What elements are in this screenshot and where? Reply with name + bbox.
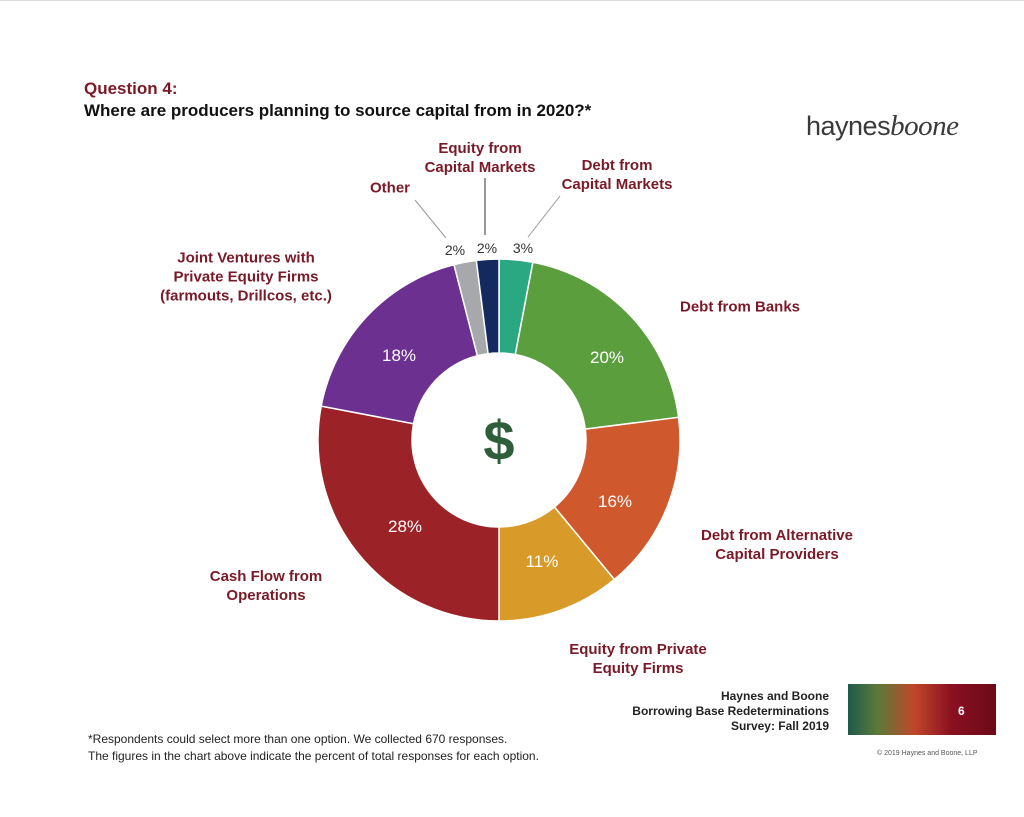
value-label: 16% (597, 492, 633, 511)
category-label: Joint Ventures with Private Equity Firms… (160, 249, 332, 305)
footer-text: Haynes and Boone Borrowing Base Redeterm… (632, 689, 829, 733)
donut-segment (475, 258, 500, 355)
copyright: © 2019 Haynes and Boone, LLP (877, 750, 978, 757)
category-label: Debt from Capital Markets (561, 157, 673, 193)
top-rule (0, 0, 1024, 1)
page-number: 6 (958, 704, 965, 718)
value-label: 2% (444, 242, 466, 258)
value-label: 11% (525, 552, 559, 571)
category-label: Equity from Private Equity Firms (569, 641, 707, 677)
value-label: 3% (512, 240, 534, 256)
leader-line (527, 195, 561, 238)
donut-segment (317, 405, 500, 622)
category-label: Cash Flow from Operations (209, 568, 323, 604)
value-label: 20% (589, 348, 625, 367)
footnote: *Respondents could select more than one … (88, 732, 539, 763)
category-label: Other (369, 179, 411, 197)
category-label: Debt from Alternative Capital Providers (701, 527, 853, 563)
value-label: 28% (387, 517, 423, 536)
leader-line (414, 199, 447, 239)
donut-segment (514, 261, 680, 430)
value-label: 2% (476, 240, 498, 256)
donut-segment (320, 263, 479, 425)
category-label: Equity from Capital Markets (424, 140, 536, 176)
donut-segment (553, 416, 681, 581)
category-label: Debt from Banks (679, 298, 801, 316)
footer-badge (848, 684, 996, 735)
logo-text: haynes (806, 111, 891, 141)
slide-title: Question 4: (84, 79, 178, 98)
logo: haynesboone (806, 110, 959, 143)
logo-text: boone (890, 110, 959, 142)
value-label: 18% (381, 346, 417, 365)
center-label: $ (483, 409, 514, 472)
slide-subtitle: Where are producers planning to source c… (84, 101, 592, 120)
